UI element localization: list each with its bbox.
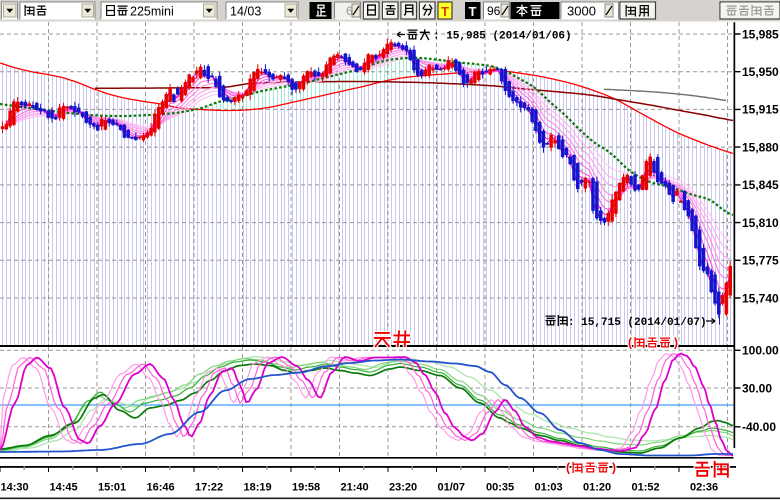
svg-text:16:46: 16:46	[147, 482, 175, 494]
svg-text:30.00: 30.00	[742, 381, 772, 395]
svg-text:15,740: 15,740	[742, 291, 779, 305]
svg-text:(: (	[628, 336, 632, 350]
svg-text:17:22: 17:22	[195, 482, 223, 494]
svg-text:00:35: 00:35	[486, 482, 514, 494]
svg-text:15:01: 15:01	[98, 482, 126, 494]
svg-text:: 15,985 (2014/01/06): : 15,985 (2014/01/06)	[433, 31, 572, 43]
svg-text:01/07: 01/07	[438, 482, 466, 494]
svg-text:T: T	[469, 4, 477, 19]
svg-text:15,810: 15,810	[742, 216, 779, 230]
svg-text:15,950: 15,950	[742, 65, 779, 79]
svg-text:100.00: 100.00	[742, 344, 779, 358]
svg-text:(: (	[566, 461, 570, 475]
svg-text:225mini: 225mini	[130, 5, 174, 19]
svg-text:23:20: 23:20	[389, 482, 417, 494]
svg-text:T: T	[441, 4, 449, 19]
svg-text:): )	[674, 336, 678, 350]
svg-text:96: 96	[487, 4, 501, 18]
svg-text:02:36: 02:36	[690, 482, 718, 494]
svg-text:19:58: 19:58	[292, 482, 320, 494]
svg-text:14:30: 14:30	[1, 482, 29, 494]
svg-text:15,985: 15,985	[742, 27, 779, 41]
svg-text:: 15,715 (2014/01/07): : 15,715 (2014/01/07)	[568, 317, 707, 329]
svg-text:6: 6	[346, 4, 353, 18]
svg-text:01:20: 01:20	[583, 482, 611, 494]
svg-text:14:45: 14:45	[50, 482, 78, 494]
svg-text:15,775: 15,775	[742, 254, 779, 268]
svg-text:3000: 3000	[567, 4, 596, 19]
svg-text:14/03: 14/03	[230, 5, 261, 19]
svg-text:15,880: 15,880	[742, 140, 779, 154]
svg-text:01:03: 01:03	[535, 482, 563, 494]
svg-text:01:52: 01:52	[632, 482, 660, 494]
svg-text:): )	[612, 461, 616, 475]
svg-text:15,915: 15,915	[742, 103, 779, 117]
svg-text:21:40: 21:40	[341, 482, 369, 494]
svg-text:-40.00: -40.00	[742, 420, 776, 434]
svg-text:18:19: 18:19	[244, 482, 272, 494]
svg-text:15,845: 15,845	[742, 178, 779, 192]
